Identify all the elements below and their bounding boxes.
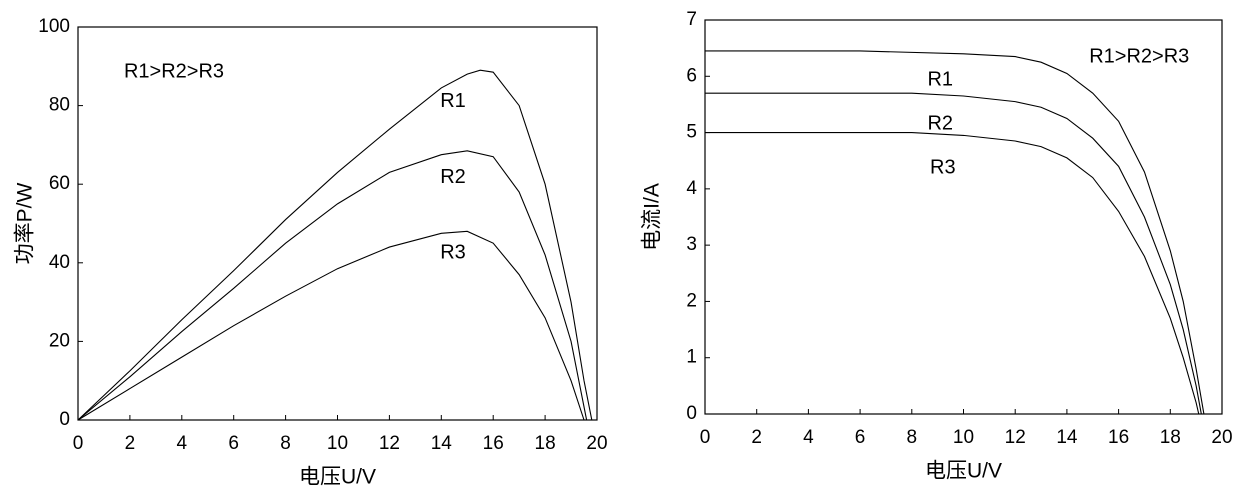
series-line — [77, 69, 593, 421]
y-axis-label: 电流I/A — [641, 183, 664, 251]
series-line — [705, 92, 1202, 415]
y-tick-label: 0 — [59, 409, 70, 430]
series-line — [705, 50, 1205, 415]
x-tick-label: 18 — [535, 433, 556, 454]
series-label: R1 — [440, 90, 466, 112]
x-tick-label: 14 — [431, 433, 453, 454]
x-tick-label: 16 — [1108, 427, 1129, 448]
x-axis-label: 电压U/V — [925, 460, 1002, 483]
series-label: R2 — [927, 112, 953, 134]
y-tick-label: 0 — [686, 403, 697, 424]
x-tick-label: 2 — [751, 427, 762, 448]
y-tick-label: 100 — [38, 16, 70, 37]
x-tick-label: 16 — [483, 433, 504, 454]
y-axis-label: 功率P/W — [14, 182, 37, 264]
x-tick-label: 4 — [803, 427, 814, 448]
annotation: R1>R2>R3 — [124, 60, 224, 82]
x-tick-label: 4 — [177, 433, 188, 454]
y-tick-label: 80 — [49, 95, 70, 116]
series-label: R3 — [930, 156, 956, 178]
series-label: R1 — [927, 69, 953, 91]
x-tick-label: 12 — [379, 433, 400, 454]
x-tick-label: 6 — [855, 427, 866, 448]
y-tick-label: 5 — [686, 122, 697, 143]
y-tick-label: 7 — [686, 9, 697, 30]
x-tick-label: 20 — [586, 433, 607, 454]
x-tick-label: 0 — [73, 433, 84, 454]
y-tick-label: 4 — [686, 178, 697, 199]
x-tick-label: 10 — [327, 433, 348, 454]
y-tick-label: 20 — [49, 330, 70, 351]
x-tick-label: 8 — [907, 427, 918, 448]
y-tick-label: 2 — [686, 290, 697, 311]
plot-frame — [77, 26, 598, 421]
x-tick-label: 18 — [1160, 427, 1181, 448]
series-line — [77, 150, 588, 421]
y-tick-label: 3 — [686, 234, 697, 255]
y-tick-label: 60 — [49, 173, 70, 194]
x-tick-label: 12 — [1005, 427, 1026, 448]
x-tick-label: 6 — [228, 433, 239, 454]
x-tick-label: 2 — [125, 433, 136, 454]
x-tick-label: 0 — [700, 427, 711, 448]
x-tick-label: 20 — [1211, 427, 1232, 448]
x-axis-label: 电压U/V — [299, 466, 376, 489]
series-line — [705, 132, 1200, 415]
series-label: R2 — [440, 166, 466, 188]
y-tick-label: 1 — [686, 347, 697, 368]
x-tick-label: 14 — [1056, 427, 1078, 448]
x-tick-label: 10 — [953, 427, 974, 448]
y-tick-label: 6 — [686, 65, 697, 86]
x-tick-label: 8 — [280, 433, 291, 454]
y-tick-label: 40 — [49, 252, 70, 273]
series-line — [77, 230, 585, 421]
series-label: R3 — [440, 241, 466, 263]
annotation: R1>R2>R3 — [1089, 45, 1189, 67]
